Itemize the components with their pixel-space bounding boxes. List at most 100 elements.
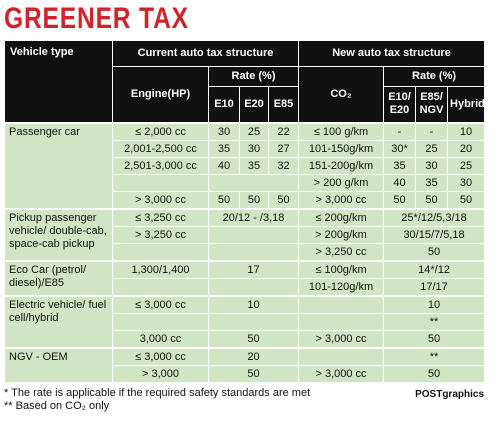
- table-cell: > 3,250 cc: [112, 225, 209, 244]
- table-row: 2,001-2,500 cc 35 30 27 101-150g/km 30* 25 20: [5, 139, 486, 158]
- table-cell: 17: [207, 259, 300, 279]
- table-cell: **: [383, 346, 486, 366]
- table-cell: 25: [239, 121, 269, 141]
- header-cell: E85/ NGV: [415, 86, 449, 123]
- footnotes: * The rate is applicable if the required…: [4, 387, 310, 413]
- table-cell: 22: [267, 121, 300, 141]
- empty-cell: [298, 346, 385, 366]
- table-row: > 3,000 50 > 3,000 cc 50: [5, 364, 486, 383]
- table-row: > 200 g/km 40 35 30: [5, 173, 486, 192]
- empty-cell: [112, 277, 209, 296]
- table-cell: ≤ 100 g/km: [298, 121, 385, 141]
- table-cell: 3,000 cc: [112, 329, 209, 348]
- table-cell: 101-150g/km: [298, 139, 385, 158]
- table-cell: 50: [415, 190, 449, 209]
- table-row: Pickup passenger vehicle/ double-cab, sp…: [4, 207, 486, 261]
- table-cell: > 3,000: [112, 364, 209, 383]
- header-cell: Rate (%): [207, 66, 300, 87]
- table-cell: 101-120g/km: [298, 277, 385, 296]
- table-cell: ≤ 2,000 cc: [112, 121, 209, 141]
- header-cell: Engine(HP): [112, 66, 209, 123]
- table-cell: 20: [447, 139, 486, 158]
- header-cell: E85: [267, 86, 300, 123]
- empty-cell: [112, 242, 209, 261]
- empty-cell: [298, 312, 385, 331]
- header-cell: CO₂: [298, 66, 385, 123]
- table-row: Eco Car (petrol/ diesel)/E85 1,300/1,400 1…: [4, 259, 486, 296]
- table-cell: 50: [383, 364, 486, 383]
- empty-cell: [112, 312, 209, 331]
- footnote: ** Based on CO₂ only: [4, 400, 110, 412]
- table-cell: 17/17: [383, 277, 486, 296]
- table-cell: 20: [207, 346, 300, 366]
- table-cell: 50: [207, 364, 300, 383]
- table-cell: 30: [415, 156, 449, 175]
- table-cell: 2,501-3,000 cc: [112, 156, 209, 175]
- table-cell: 50: [267, 190, 300, 209]
- table-row: > 3,250 cc 50: [5, 242, 486, 261]
- table-cell: 2,001-2,500 cc: [112, 139, 209, 158]
- table-row: Electric vehicle/ fuel cell/hybrid ≤ 3,00…: [4, 294, 486, 348]
- table-cell: 1,300/1,400: [112, 259, 209, 279]
- table-cell: 25: [415, 139, 449, 158]
- table-cell: > 3,000 cc: [298, 329, 385, 348]
- title: GREENER TAX: [4, 2, 189, 35]
- table-cell: > 200 g/km: [298, 173, 385, 192]
- tax-table: Vehicle type Current auto tax structure …: [4, 40, 486, 383]
- table-row: **: [5, 312, 486, 331]
- table-cell: ≤ 3,250 cc: [112, 207, 209, 227]
- table-cell: 35: [415, 173, 449, 192]
- header-cell: E10: [208, 86, 240, 123]
- table-cell: ≤ 200g/km: [298, 207, 385, 227]
- table-cell: 50: [239, 190, 269, 209]
- vehicle-type: Pickup passenger vehicle/ double-cab, sp…: [4, 207, 113, 261]
- table-cell: 50: [383, 190, 417, 209]
- table-cell: 10: [447, 121, 486, 141]
- empty-cell: [207, 242, 300, 261]
- table-cell: 27: [267, 139, 300, 158]
- header-cell: Hybrid: [447, 86, 486, 123]
- header-cell: Vehicle type: [4, 40, 113, 123]
- table-cell: -: [383, 121, 417, 141]
- header-cell: Current auto tax structure: [111, 40, 300, 67]
- table-cell: > 3,000 cc: [112, 190, 209, 209]
- vehicle-type: NGV - OEM: [4, 346, 113, 383]
- vehicle-type: Passenger car: [4, 121, 113, 209]
- table-cell: 10: [383, 294, 486, 314]
- table-row: > 3,000 cc 50 50 50 > 3,000 cc 50 50 50: [5, 190, 486, 209]
- table-cell: 14*/12: [383, 259, 486, 279]
- empty-cell: [112, 173, 209, 192]
- table-cell: 30: [447, 173, 486, 192]
- table-cell: 35: [383, 156, 417, 175]
- table-cell: 20/12 - /3,18: [207, 207, 300, 227]
- table-row: > 3,250 cc > 200g/km 30/15/7/5,18: [5, 225, 486, 244]
- table-cell: 10: [207, 294, 300, 314]
- table-row: 2,501-3,000 cc 40 35 32 151-200g/km 35 30 25: [5, 156, 486, 175]
- table-row: NGV - OEM ≤ 3,000 cc 20 **: [4, 346, 486, 383]
- table-cell: ≤ 100g/km: [298, 259, 385, 279]
- table-cell: ≤ 3,000 cc: [112, 294, 209, 314]
- table-cell: 50: [383, 329, 486, 348]
- table-cell: 30/15/7/5,18: [383, 225, 486, 244]
- table-cell: > 3,000 cc: [298, 364, 385, 383]
- table-cell: 151-200g/km: [298, 156, 385, 175]
- table-cell: 30*: [383, 139, 417, 158]
- footnote: * The rate is applicable if the required…: [4, 387, 311, 399]
- table-cell: 50: [383, 242, 486, 261]
- table-cell: 25: [447, 156, 486, 175]
- header-cell: E10/ E20: [383, 86, 417, 123]
- empty-cell: [298, 294, 385, 314]
- credit: POSTgraphics: [415, 389, 484, 400]
- table-cell: ≤ 3,000 cc: [112, 346, 209, 366]
- vehicle-type: Electric vehicle/ fuel cell/hybrid: [4, 294, 113, 348]
- table-cell: > 3,250 cc: [298, 242, 385, 261]
- table-cell: 32: [267, 156, 300, 175]
- table-body: Passenger car ≤ 2,000 cc 30 25 22 ≤ 100 g/km -…: [4, 121, 486, 383]
- table-cell: 30: [239, 139, 269, 158]
- header-cell: Rate (%): [383, 66, 486, 87]
- empty-cell: [207, 173, 300, 192]
- table-cell: 35: [208, 139, 240, 158]
- empty-cell: [207, 277, 300, 296]
- header-cell: New auto tax structure: [298, 40, 486, 67]
